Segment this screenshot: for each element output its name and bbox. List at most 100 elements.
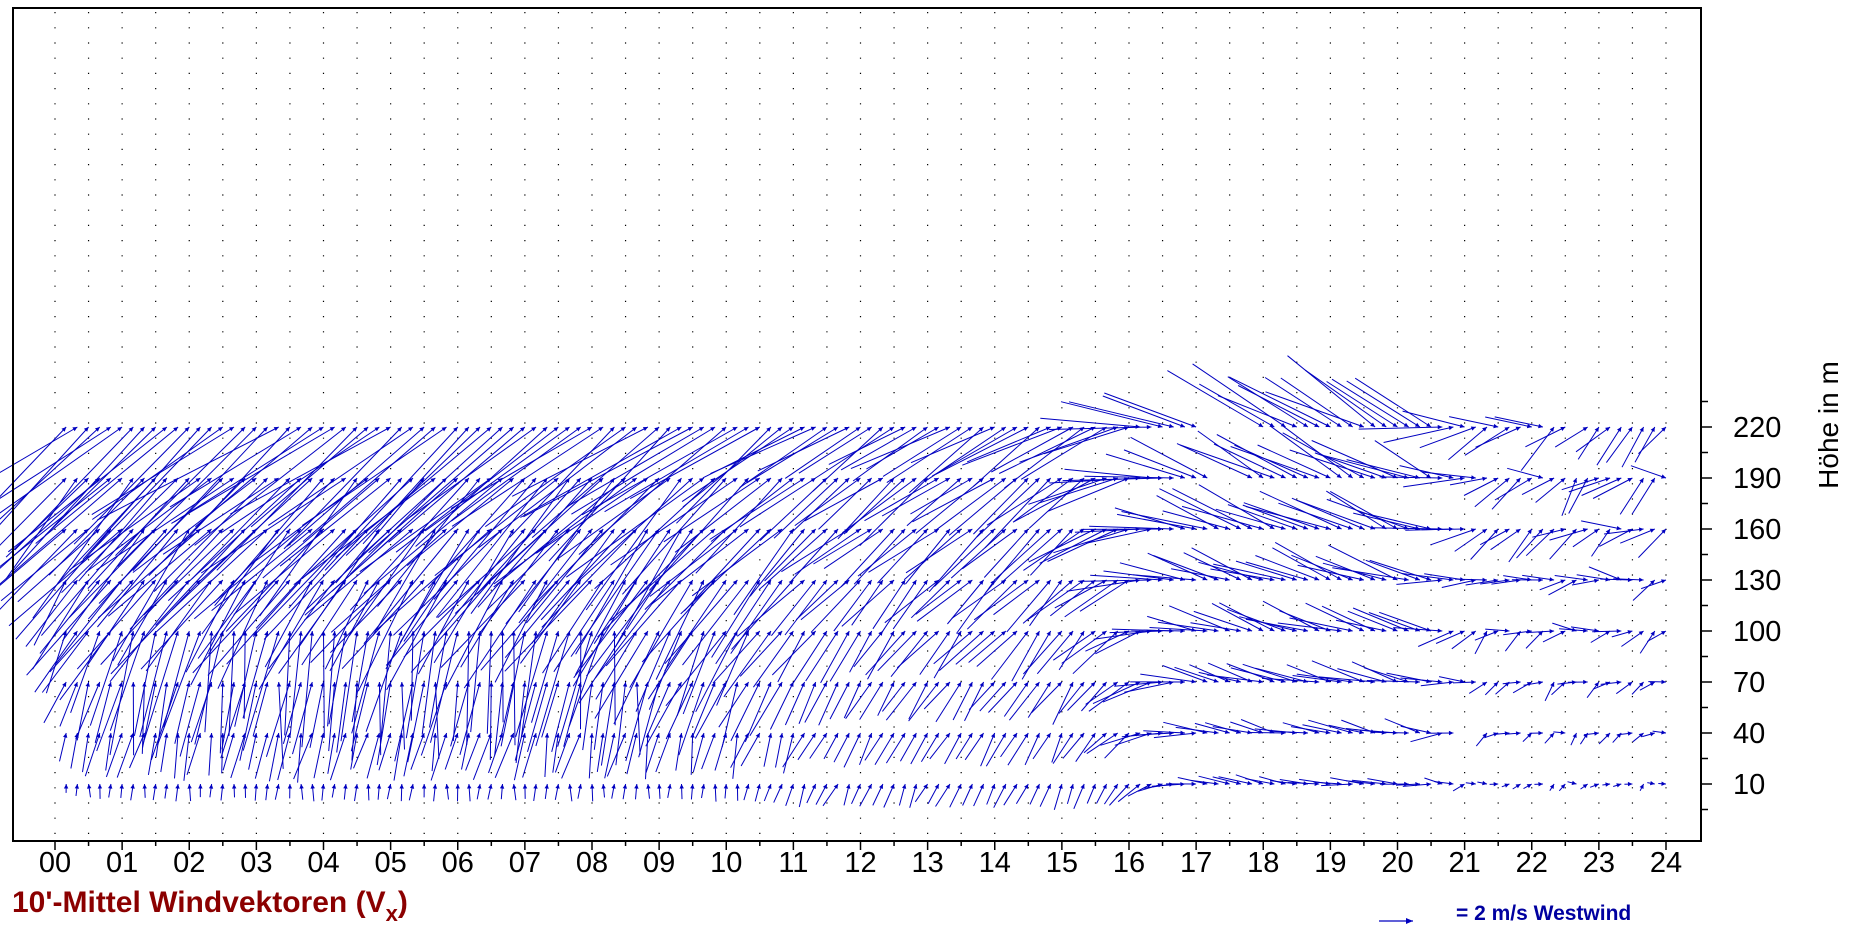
- wind-vector-head: [991, 733, 995, 738]
- wind-vector: [75, 681, 101, 740]
- wind-vector: [682, 579, 749, 666]
- wind-vector: [610, 477, 738, 566]
- wind-vector: [0, 477, 123, 585]
- wind-vector-head: [1001, 631, 1006, 636]
- wind-vector-head: [878, 733, 883, 738]
- wind-vector: [681, 426, 794, 503]
- wind-vector: [1603, 528, 1644, 535]
- wind-vector: [403, 732, 414, 777]
- wind-vector: [723, 630, 772, 698]
- wind-vector-head: [789, 529, 794, 534]
- wind-vector-head: [139, 427, 145, 432]
- wind-vector: [1009, 681, 1040, 721]
- wind-vector: [933, 630, 973, 665]
- wind-vector-head: [375, 529, 380, 534]
- wind-vector: [336, 681, 347, 753]
- wind-vector-head: [1269, 627, 1275, 631]
- wind-vector: [248, 732, 257, 770]
- wind-vector: [979, 681, 1007, 712]
- wind-vector-head: [856, 784, 861, 789]
- wind-vector-head: [1347, 729, 1353, 734]
- wind-vector-head: [744, 682, 749, 687]
- wind-vector-head: [1336, 575, 1342, 580]
- wind-vector: [1277, 622, 1342, 632]
- legend: = 2 m/s Westwind: [1379, 902, 1631, 925]
- wind-vector: [160, 732, 168, 773]
- wind-vector-head: [173, 427, 179, 432]
- chart-title: 10'-Mittel Windvektoren (Vx): [12, 886, 408, 926]
- wind-vector-head: [95, 427, 100, 432]
- wind-vector-head: [721, 478, 727, 483]
- wind-vector: [0, 528, 89, 602]
- wind-vector-head: [1560, 730, 1566, 735]
- wind-vector: [665, 681, 694, 740]
- wind-vector: [1198, 561, 1264, 581]
- wind-vector-head: [1191, 474, 1197, 479]
- wind-vector: [1278, 502, 1353, 530]
- wind-vector-head: [454, 631, 459, 636]
- wind-vector-head: [1068, 529, 1074, 534]
- wind-vector: [885, 681, 917, 721]
- wind-vector: [1296, 673, 1353, 683]
- wind-vector-head: [700, 733, 705, 738]
- wind-vector: [877, 681, 895, 716]
- wind-vector-head: [911, 478, 917, 483]
- wind-vector: [1212, 726, 1253, 734]
- wind-vector-head: [1605, 631, 1611, 636]
- wind-vector: [991, 630, 1029, 680]
- wind-vector: [265, 681, 291, 757]
- wind-vector: [437, 528, 537, 619]
- wind-vector: [376, 681, 392, 766]
- wind-vector-head: [665, 580, 671, 585]
- wind-vector-head: [320, 682, 325, 687]
- wind-vector: [1302, 724, 1342, 734]
- wind-vector-head: [645, 733, 650, 738]
- wind-vector-head: [1023, 478, 1029, 483]
- wind-vector: [1237, 385, 1320, 428]
- wind-vector-head: [1639, 478, 1644, 483]
- wind-vector: [1230, 446, 1320, 479]
- wind-vector: [380, 630, 392, 738]
- wind-vector-head: [455, 784, 460, 789]
- wind-vector: [859, 681, 884, 720]
- wind-vector-head: [1258, 473, 1264, 478]
- wind-vector: [1448, 416, 1499, 428]
- wind-vector: [948, 477, 1018, 536]
- wind-vector-head: [511, 631, 516, 636]
- wind-vector-head: [397, 427, 402, 432]
- wind-vector: [465, 732, 481, 771]
- wind-vector-head: [409, 682, 415, 687]
- wind-vector-head: [598, 529, 604, 534]
- wind-vector-head: [1358, 473, 1364, 478]
- wind-vector: [983, 528, 1029, 578]
- wind-vector-head: [666, 682, 671, 687]
- wind-vector: [278, 579, 347, 674]
- wind-vector-head: [229, 478, 234, 483]
- wind-vector: [262, 477, 380, 579]
- wind-vector-head: [286, 682, 291, 687]
- wind-vector: [1402, 410, 1465, 428]
- wind-vector: [59, 732, 67, 762]
- wind-vector: [692, 732, 705, 773]
- wind-vector-head: [979, 682, 984, 687]
- wind-vector: [1207, 674, 1264, 683]
- wind-vector: [1568, 477, 1589, 514]
- wind-vector-head: [1515, 426, 1521, 431]
- wind-vector: [1053, 630, 1096, 661]
- wind-vector-head: [1023, 580, 1029, 585]
- wind-vector: [153, 477, 268, 592]
- wind-vector-head: [241, 682, 246, 687]
- wind-vector-head: [61, 478, 67, 483]
- wind-vector: [613, 630, 616, 726]
- y-tick-label: 130: [1733, 565, 1781, 597]
- wind-vector-head: [1168, 423, 1174, 429]
- wind-vector: [61, 528, 145, 642]
- wind-vector: [1130, 436, 1208, 479]
- wind-vector: [934, 528, 996, 587]
- wind-vector: [250, 426, 369, 528]
- wind-vector-head: [1235, 525, 1241, 529]
- wind-vector: [1003, 681, 1029, 717]
- wind-vector: [600, 681, 615, 766]
- wind-vector-head: [1650, 781, 1655, 786]
- wind-vector-head: [453, 580, 458, 585]
